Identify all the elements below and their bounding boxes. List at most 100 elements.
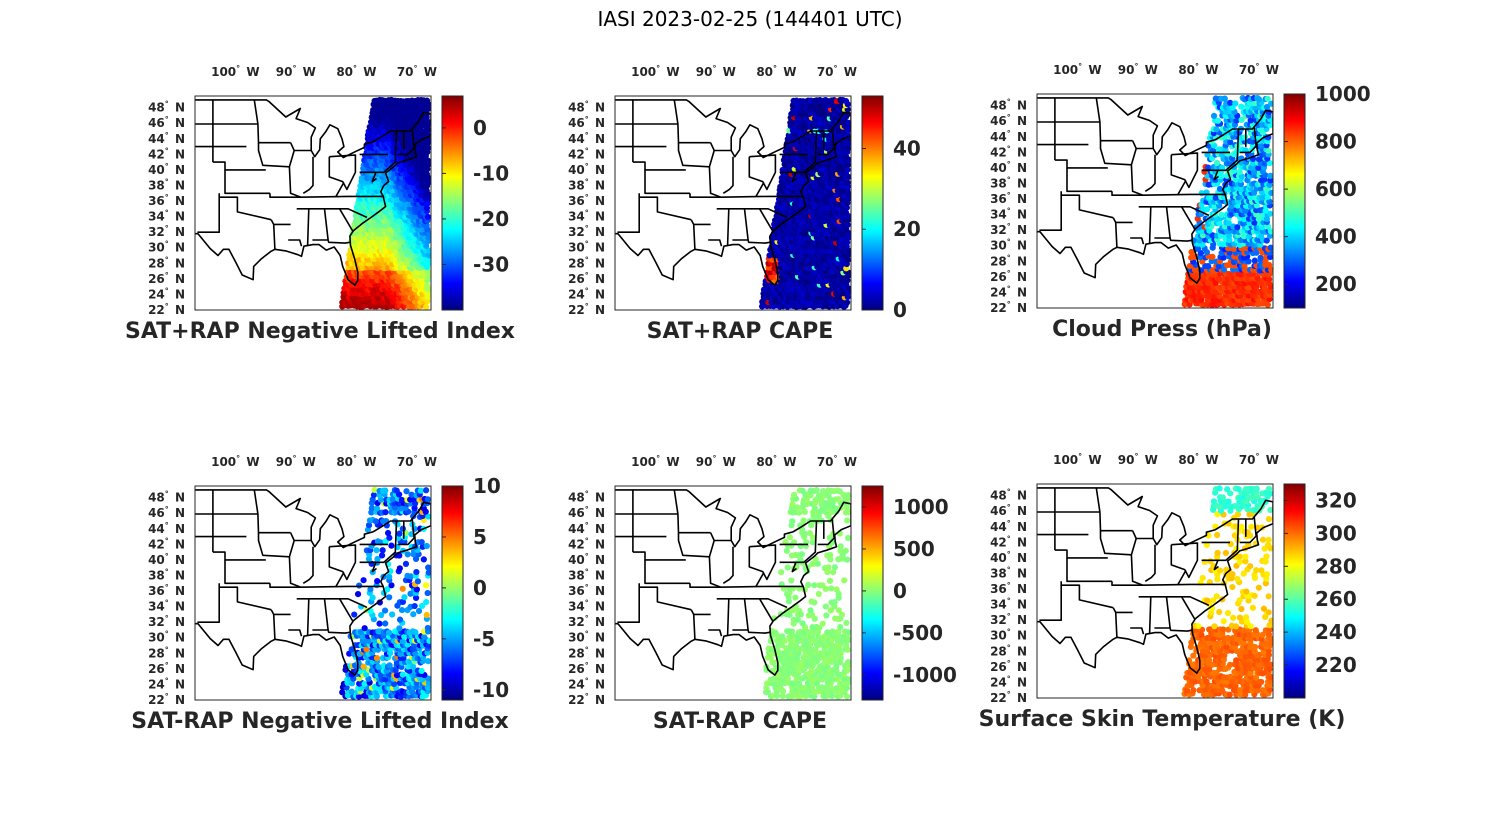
footprint-marker (425, 679, 431, 687)
lat-tick-label: 28° N (568, 645, 605, 660)
footprint-marker (1247, 117, 1254, 124)
footprint-marker (399, 638, 406, 645)
state-border-line (224, 559, 270, 585)
state-border-line (327, 239, 351, 244)
footprint-marker (425, 179, 431, 186)
map-axes-frame (614, 95, 852, 311)
footprint-marker (827, 551, 834, 559)
lon-tick-label: 70° W (397, 64, 437, 79)
footprint-marker (1238, 103, 1245, 110)
footprint-marker (825, 564, 832, 571)
footprint-marker (780, 650, 788, 657)
footprint-marker (418, 539, 425, 546)
state-border-line (732, 208, 749, 241)
footprint-marker (843, 299, 851, 306)
colorbar-tick-label: 0 (473, 576, 487, 600)
footprint-marker (422, 487, 430, 494)
footprint-marker (807, 607, 814, 614)
state-border-line (644, 559, 690, 585)
footprint-marker (1238, 116, 1245, 124)
footprint-marker (782, 538, 789, 546)
lon-tick-label: 70° W (817, 454, 857, 469)
footprint-marker (819, 582, 826, 589)
footprint-marker (425, 268, 431, 275)
state-border-line (692, 224, 696, 250)
footprint-marker (796, 509, 803, 516)
footprint-marker (1263, 237, 1270, 244)
lon-tick-label: 100° W (631, 64, 679, 79)
footprint-marker (408, 491, 415, 498)
footprint-marker (425, 564, 431, 571)
footprint-marker (367, 586, 374, 593)
footprint-marker (375, 663, 382, 671)
lon-tick-label: 90° W (1118, 62, 1158, 77)
lat-tick-label: 32° N (568, 224, 605, 239)
panel-title: Cloud Press (hPa) (1052, 317, 1272, 342)
footprint-marker (835, 607, 842, 614)
footprint-marker (828, 671, 835, 679)
lat-tick-label: 26° N (990, 269, 1027, 284)
colorbar-tick-label: 200 (1315, 272, 1357, 296)
footprint-marker (843, 619, 850, 627)
lat-tick-label: 22° N (568, 302, 605, 317)
footprint-marker (1219, 164, 1226, 172)
footprint-marker (799, 487, 806, 494)
lon-tick-label: 80° W (756, 454, 796, 469)
lat-tick-label: 30° N (568, 630, 605, 645)
state-border-line (692, 614, 696, 640)
state-border-line (1177, 180, 1187, 195)
footprint-marker (413, 568, 420, 576)
footprint-marker (1215, 263, 1222, 270)
footprint-marker (426, 637, 431, 644)
lat-tick-label: 42° N (568, 146, 605, 161)
footprint-marker (1212, 194, 1219, 201)
state-border-line (749, 154, 776, 158)
footprint-marker (399, 671, 406, 678)
state-border-line (1099, 140, 1132, 166)
footprint-marker (837, 623, 844, 631)
footprint-marker (425, 252, 431, 259)
state-border-line (779, 130, 818, 174)
footprint-marker (809, 539, 816, 546)
state-border-line (1170, 152, 1199, 189)
lat-tick-label: 48° N (148, 490, 185, 505)
lat-tick-label: 46° N (990, 113, 1027, 128)
lat-tick-label: 28° N (990, 253, 1027, 268)
lat-tick-label: 22° N (990, 300, 1027, 315)
footprint-marker (373, 547, 380, 554)
footprint-marker (826, 577, 834, 584)
state-boundaries (195, 489, 431, 676)
footprint-marker (844, 161, 851, 168)
footprint-marker (833, 685, 840, 692)
colorbar-tick-label: 0 (893, 579, 907, 603)
footprint-marker (788, 628, 796, 635)
footprint-marker (845, 508, 851, 516)
lat-tick-label: 48° N (990, 98, 1027, 113)
colorbar-tick-label: 1000 (1315, 82, 1371, 106)
state-border-line (632, 551, 686, 561)
footprint-marker (831, 598, 838, 606)
colorbar-tick-label: 5 (473, 525, 487, 549)
footprint-marker (845, 658, 851, 666)
state-border-line (708, 150, 722, 198)
state-border-line (716, 208, 788, 219)
map-panel-5: 100° W 90° W 80° W 70° W 48° N 46° N 44° N 42° … (520, 450, 960, 750)
footprint-marker (379, 547, 386, 554)
lat-tick-label: 30° N (568, 240, 605, 255)
footprint-marker (382, 676, 389, 683)
footprint-marker (795, 680, 803, 687)
footprint-marker (777, 685, 784, 692)
map-axes-frame (194, 485, 432, 701)
state-border-line (1130, 148, 1144, 196)
footprint-marker (1267, 661, 1273, 668)
footprint-marker (398, 606, 406, 614)
footprint-marker (425, 136, 431, 144)
state-border-line (708, 629, 723, 637)
lat-tick-label: 28° N (568, 255, 605, 270)
colorbar-tick-label: 500 (893, 537, 935, 561)
map-plot: 100° W 90° W 80° W 70° W48° N46° N44° N42° … (568, 64, 921, 322)
footprint-marker (365, 522, 373, 529)
state-border-line (1213, 170, 1219, 181)
footprint-marker (396, 625, 403, 632)
footprint-marker (393, 487, 400, 494)
